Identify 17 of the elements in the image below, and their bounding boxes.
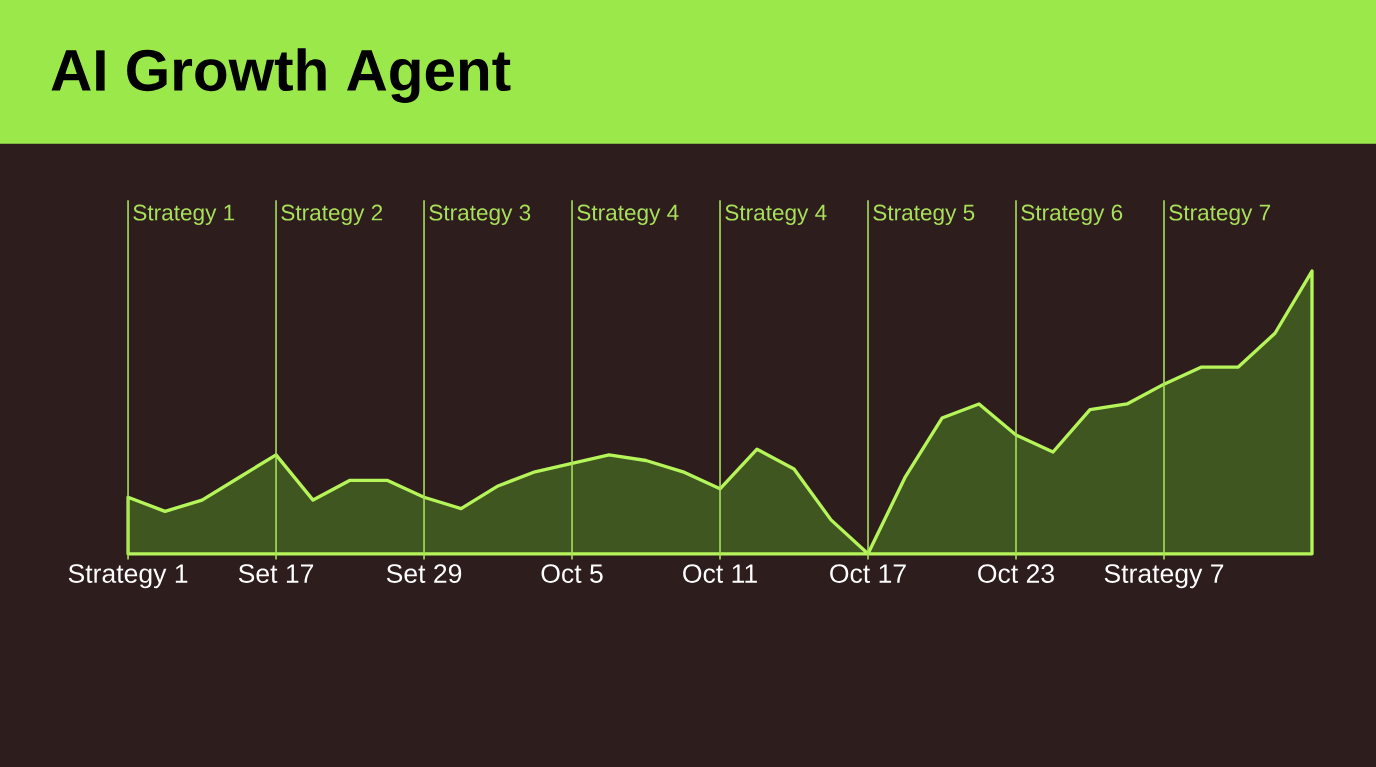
ref-line-label: Strategy 4	[725, 204, 827, 225]
x-tick-label: Oct 11	[683, 563, 757, 583]
ref-line-label: Strategy 7	[1169, 204, 1271, 225]
ref-line-label: Strategy 1	[133, 204, 235, 225]
ref-line-label: Strategy 4	[577, 204, 679, 225]
ref-line-label: Strategy 3	[429, 204, 531, 225]
x-tick-label: Oct 23	[978, 563, 1054, 583]
x-tick-label: Set 29	[386, 563, 462, 583]
chart-title: AI Growth Agent	[51, 48, 511, 103]
x-tick-label: Oct 17	[830, 563, 906, 583]
x-tick-label: Strategy 1	[68, 563, 188, 589]
x-tick-label: Oct 5	[541, 563, 603, 583]
x-tick-label: Set 17	[238, 563, 314, 583]
ref-line-label: Strategy 5	[873, 204, 975, 225]
ref-line-label: Strategy 2	[281, 204, 383, 225]
x-tick-label: Strategy 7	[1104, 563, 1224, 589]
ref-line-label: Strategy 6	[1021, 204, 1123, 225]
